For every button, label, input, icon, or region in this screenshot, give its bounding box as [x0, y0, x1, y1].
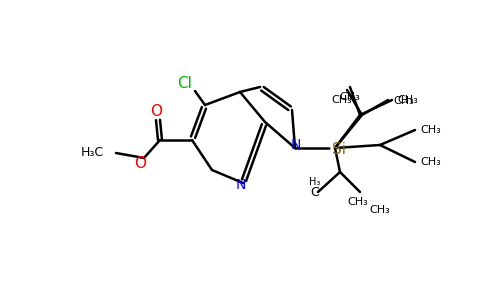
Text: CH₃: CH₃: [421, 125, 441, 135]
Text: N: N: [236, 178, 246, 192]
Text: CH₃: CH₃: [370, 205, 391, 215]
Text: CH₃: CH₃: [393, 96, 414, 106]
Text: Si: Si: [332, 142, 346, 158]
Text: O: O: [134, 155, 146, 170]
Text: CH₃: CH₃: [421, 157, 441, 167]
Text: CH₃: CH₃: [398, 95, 418, 105]
Text: H₃C: H₃C: [81, 146, 104, 158]
Text: C: C: [311, 185, 319, 199]
Text: N: N: [291, 138, 301, 152]
Text: Cl: Cl: [178, 76, 193, 91]
Text: H₃: H₃: [309, 177, 321, 187]
Text: CH₃: CH₃: [332, 95, 352, 105]
Text: CH₃: CH₃: [340, 92, 361, 102]
Text: CH₃: CH₃: [348, 197, 368, 207]
Text: O: O: [150, 104, 162, 119]
